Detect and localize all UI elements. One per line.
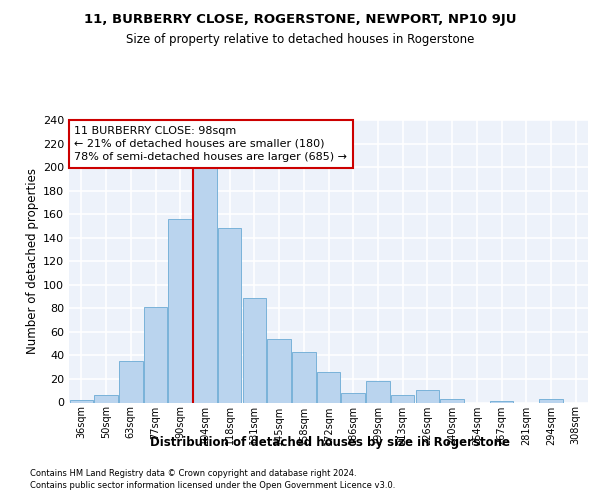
Text: Size of property relative to detached houses in Rogerstone: Size of property relative to detached ho… bbox=[126, 32, 474, 46]
Bar bbox=[193, 166, 217, 402]
Bar bbox=[391, 396, 415, 402]
Text: Contains public sector information licensed under the Open Government Licence v3: Contains public sector information licen… bbox=[30, 482, 395, 490]
Bar bbox=[292, 352, 316, 403]
Text: Contains HM Land Registry data © Crown copyright and database right 2024.: Contains HM Land Registry data © Crown c… bbox=[30, 470, 356, 478]
Text: Distribution of detached houses by size in Rogerstone: Distribution of detached houses by size … bbox=[150, 436, 510, 449]
Bar bbox=[242, 298, 266, 403]
Bar bbox=[366, 382, 389, 402]
Text: 11 BURBERRY CLOSE: 98sqm
← 21% of detached houses are smaller (180)
78% of semi-: 11 BURBERRY CLOSE: 98sqm ← 21% of detach… bbox=[74, 126, 347, 162]
Bar bbox=[169, 219, 192, 402]
Bar bbox=[70, 400, 93, 402]
Y-axis label: Number of detached properties: Number of detached properties bbox=[26, 168, 39, 354]
Bar bbox=[440, 399, 464, 402]
Text: 11, BURBERRY CLOSE, ROGERSTONE, NEWPORT, NP10 9JU: 11, BURBERRY CLOSE, ROGERSTONE, NEWPORT,… bbox=[84, 12, 516, 26]
Bar bbox=[317, 372, 340, 402]
Bar bbox=[539, 399, 563, 402]
Bar bbox=[218, 228, 241, 402]
Bar bbox=[144, 307, 167, 402]
Bar bbox=[94, 396, 118, 402]
Bar bbox=[119, 362, 143, 403]
Bar bbox=[341, 393, 365, 402]
Bar bbox=[416, 390, 439, 402]
Bar bbox=[268, 339, 291, 402]
